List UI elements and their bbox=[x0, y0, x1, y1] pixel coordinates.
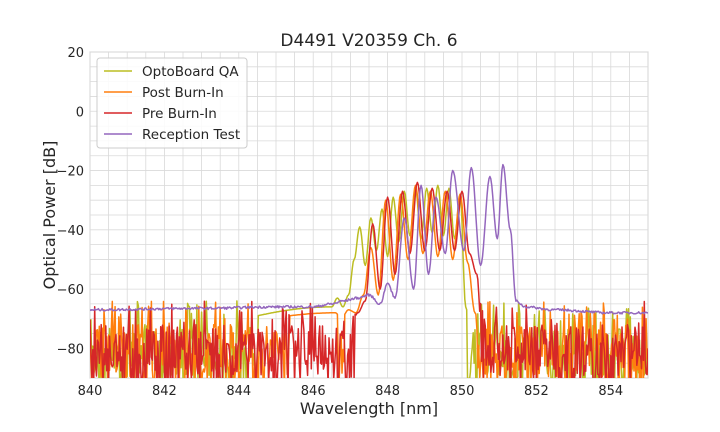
x-tick-label: 846 bbox=[301, 384, 326, 399]
x-tick-label: 854 bbox=[598, 384, 623, 399]
legend-box bbox=[96, 57, 248, 149]
x-tick-label: 844 bbox=[226, 384, 251, 399]
chart-title: D4491 V20359 Ch. 6 bbox=[280, 31, 457, 51]
legend-label: Pre Burn-In bbox=[142, 106, 217, 122]
series-layer bbox=[90, 163, 648, 378]
y-tick-label: −40 bbox=[57, 224, 84, 239]
series-line-pre-burn-in bbox=[90, 181, 648, 378]
x-tick-label: 842 bbox=[152, 384, 177, 399]
y-tick-label: −80 bbox=[57, 342, 84, 357]
series-line-optoboard-qa bbox=[90, 184, 648, 378]
y-tick-label: 0 bbox=[76, 105, 84, 120]
legend: OptoBoard QA Post Burn-In Pre Burn-In Recep… bbox=[96, 57, 248, 149]
x-tick-label: 840 bbox=[78, 384, 103, 399]
x-tick-label: 852 bbox=[524, 384, 549, 399]
x-axis-ticks: 840 842 844 846 848 850 852 854 bbox=[78, 384, 624, 399]
legend-label: Reception Test bbox=[142, 127, 240, 143]
legend-label: OptoBoard QA bbox=[142, 64, 239, 80]
y-tick-label: −20 bbox=[57, 165, 84, 180]
series-line-reception-test bbox=[90, 163, 648, 315]
y-axis-ticks: 20 0 −20 −40 −60 −80 bbox=[57, 46, 84, 357]
y-tick-label: −60 bbox=[57, 283, 84, 298]
x-tick-label: 850 bbox=[450, 384, 475, 399]
y-axis-label: Optical Power [dB] bbox=[40, 141, 59, 290]
x-tick-label: 848 bbox=[375, 384, 400, 399]
legend-label: Post Burn-In bbox=[142, 85, 224, 101]
x-axis-label: Wavelength [nm] bbox=[300, 399, 438, 418]
y-tick-label: 20 bbox=[67, 46, 84, 61]
